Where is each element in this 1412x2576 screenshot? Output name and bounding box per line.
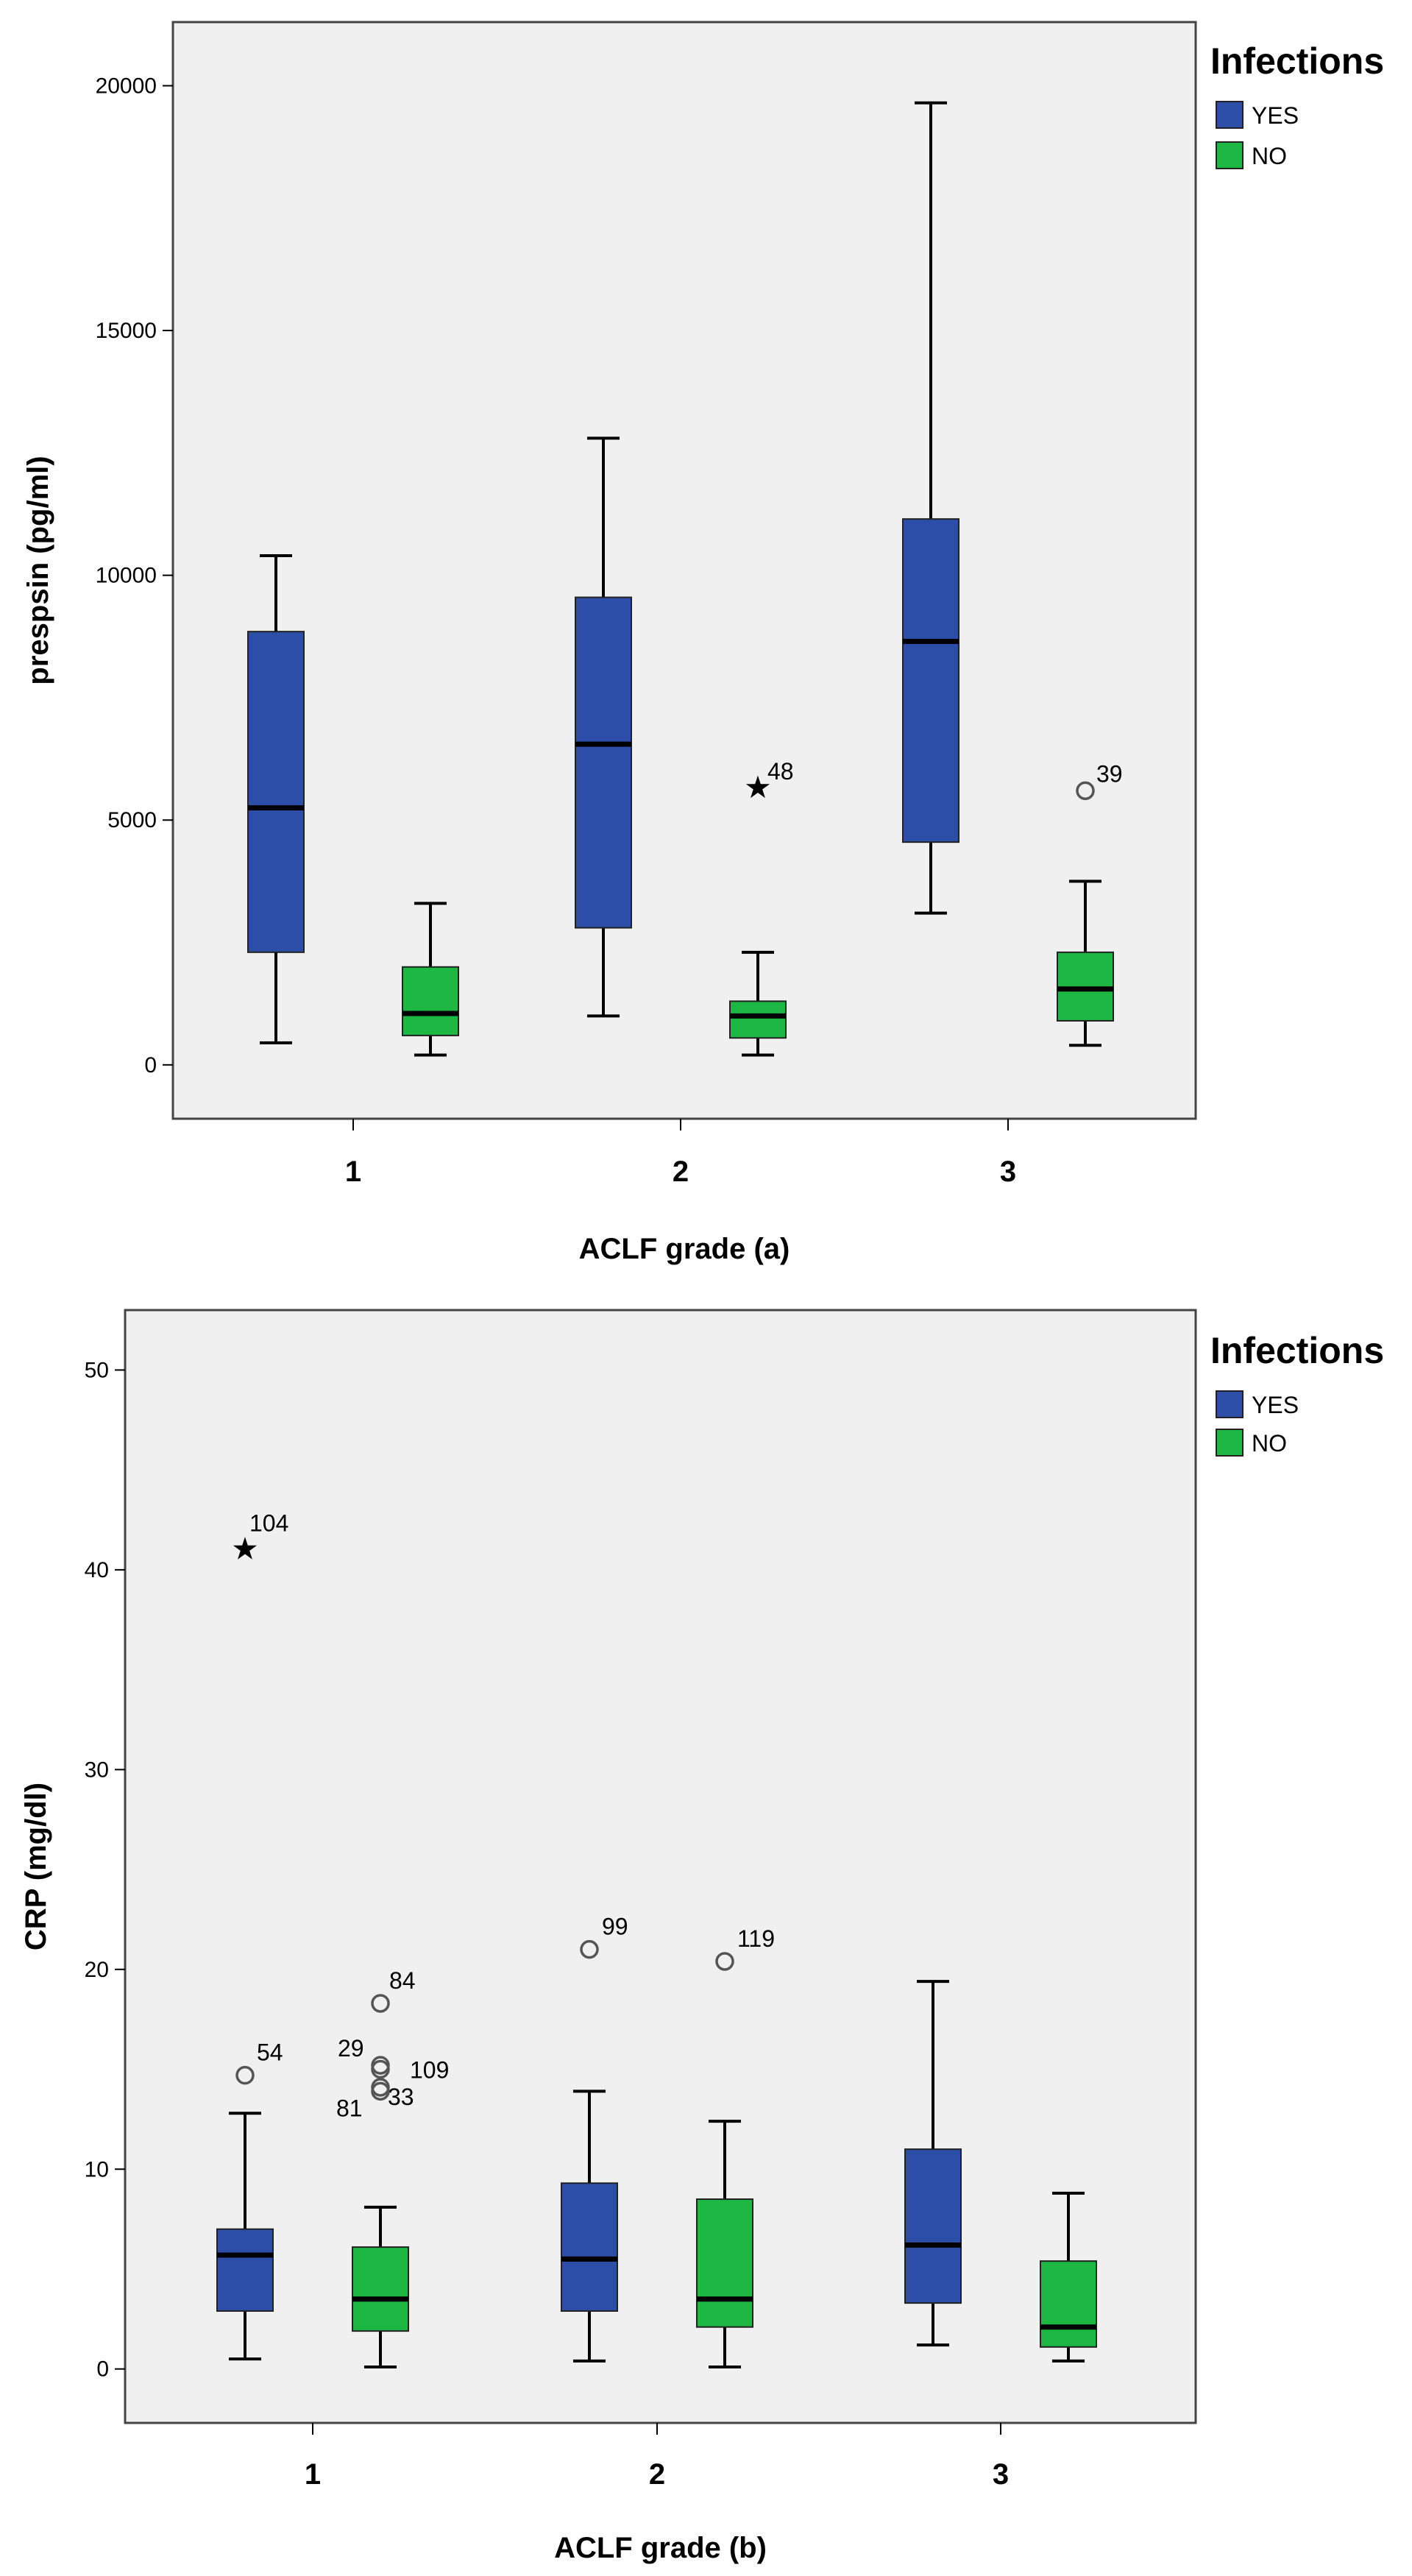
x-tick-label: 2 [649,2458,665,2491]
outlier-label: 99 [602,1914,628,1940]
iqr-box [561,2182,618,2312]
outlier-label: 48 [767,758,794,785]
legend-swatch-no [1216,1429,1244,1457]
legend-title: Infections [1210,1330,1384,1371]
iqr-box [902,518,959,843]
box-yes-grade-1: ★104 54 [216,1510,288,2361]
y-tick-label: 0 [144,1053,157,1078]
y-tick-label: 20000 [96,74,157,98]
y-tick-label: 15000 [96,319,157,343]
y-tick-label: 10000 [96,564,157,588]
outlier-label: 81 [336,2095,363,2121]
iqr-box [247,631,305,953]
y-tick-label: 0 [96,2357,109,2382]
iqr-box [575,596,632,929]
plot-area [124,1309,1197,2424]
box-yes-grade-3 [902,101,959,915]
box-no-grade-1 [402,902,459,1057]
legend-swatch-yes [1216,1390,1244,1418]
box-yes-grade-1 [247,554,305,1044]
iqr-box [904,2148,962,2304]
outlier-circle [715,1952,734,1971]
x-tick-label: 1 [305,2458,321,2491]
y-tick-label: 5000 [107,808,157,832]
y-tick-label: 20 [85,1958,109,1982]
panel-b-crp-boxplot: 0 10 20 30 40 50 1 2 3 ACLF grade (b) CRP (mg/dl) ★… [20,1309,1384,2564]
x-tick-label: 2 [673,1156,689,1188]
iqr-box [1040,2260,1097,2348]
legend-swatch-yes [1216,101,1244,129]
legend-label-yes: YES [1252,1392,1299,1418]
legend-swatch-no [1216,141,1244,169]
x-axis-label: ACLF grade (b) [554,2532,767,2564]
panel-a-prespsin-boxplot: 0 5000 10000 15000 20000 1 2 3 ACLF grade (a) pre… [22,21,1384,1265]
iqr-box [402,966,459,1036]
outlier-label: 54 [257,2039,283,2066]
iqr-box [729,1000,787,1039]
outlier-label: 39 [1096,760,1123,787]
outlier-circle [580,1939,599,1959]
box-no-grade-3: 39 [1057,760,1123,1047]
outlier-label: 104 [249,1510,288,1537]
y-axis-label: prespsin (pg/ml) [22,456,54,684]
iqr-box [216,2228,274,2312]
outlier-circle [235,2065,255,2085]
outlier-label: 29 [338,2035,364,2062]
x-tick-label: 1 [345,1156,361,1188]
legend-label-no: NO [1252,143,1287,169]
outlier-star: ★ [744,770,772,804]
x-tick-label: 3 [1000,1156,1016,1188]
y-tick-label: 50 [85,1358,109,1382]
outlier-circle [371,2081,390,2101]
outlier-star: ★ [231,1532,259,1566]
outlier-label: 119 [737,1925,775,1952]
outlier-circle [371,2059,390,2079]
legend-title: Infections [1210,40,1384,82]
box-yes-grade-3 [904,1980,962,2347]
y-axis-label: CRP (mg/dl) [20,1783,52,1950]
box-yes-grade-2: 99 [561,1914,628,2363]
y-tick-label: 30 [85,1758,109,1782]
iqr-box [696,2198,753,2328]
iqr-box [352,2246,409,2332]
legend-label-yes: YES [1252,102,1299,129]
y-tick-label: 10 [85,2157,109,2182]
y-tick-label: 40 [85,1558,109,1582]
outlier-label: 84 [389,1967,416,1994]
outlier-label: 33 [388,2084,414,2110]
plot-area [171,21,1197,1120]
legend-label-no: NO [1252,1430,1287,1457]
box-no-grade-2: 119 [696,1925,775,2368]
box-no-grade-3 [1040,2191,1097,2363]
box-yes-grade-2 [575,436,632,1018]
outlier-circle [371,1994,390,2013]
x-axis-label: ACLF grade (a) [579,1233,790,1265]
outlier-circle [1076,781,1095,801]
box-no-grade-2: ★48 [729,758,794,1057]
outlier-label: 109 [410,2057,449,2084]
x-tick-label: 3 [993,2458,1009,2491]
